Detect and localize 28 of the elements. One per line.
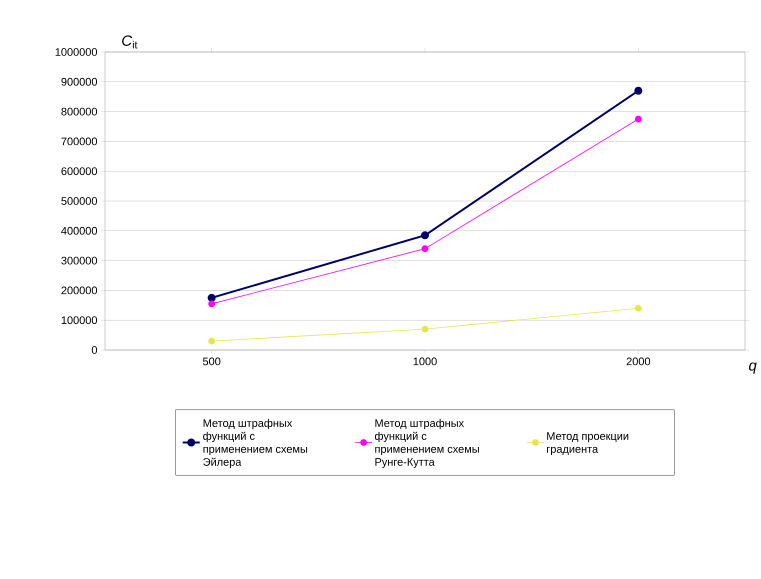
legend-label: Метод штрафных функций с применением схемы Эйлера <box>203 418 308 468</box>
point <box>208 294 216 302</box>
x-tick-label: 1000 <box>414 358 437 366</box>
x-tick-label: 500 <box>202 358 220 366</box>
y-tick-label: 100000 <box>62 316 98 324</box>
point <box>634 304 642 312</box>
y-tick-label: 300000 <box>61 256 98 264</box>
y-axis-title: C$_{it}$ <box>122 35 138 48</box>
y-tick-label: 0 <box>92 346 98 354</box>
y-tick-label: 900000 <box>61 78 98 86</box>
point <box>208 300 216 308</box>
x-tick-label: 2000 <box>626 358 650 366</box>
point <box>208 338 216 344</box>
legend-label: Метод проекции градиента <box>547 432 628 456</box>
point <box>634 116 642 122</box>
y-tick-label: 200000 <box>61 286 98 294</box>
point <box>422 326 428 333</box>
x-axis-title: q <box>749 362 757 374</box>
point <box>421 231 430 240</box>
point <box>422 245 428 252</box>
point <box>634 86 642 95</box>
y-tick-label: 600000 <box>61 167 98 176</box>
legend-label: Метод штрафных функций с применением схемы Рунге-Кутта <box>374 418 479 468</box>
y-tick-label: 500000 <box>61 197 98 205</box>
y-tick-label: 800000 <box>61 108 98 116</box>
y-tick-label: 1000000 <box>56 48 98 56</box>
y-tick-label: 700000 <box>61 138 98 146</box>
y-tick-label: 400000 <box>61 226 98 235</box>
